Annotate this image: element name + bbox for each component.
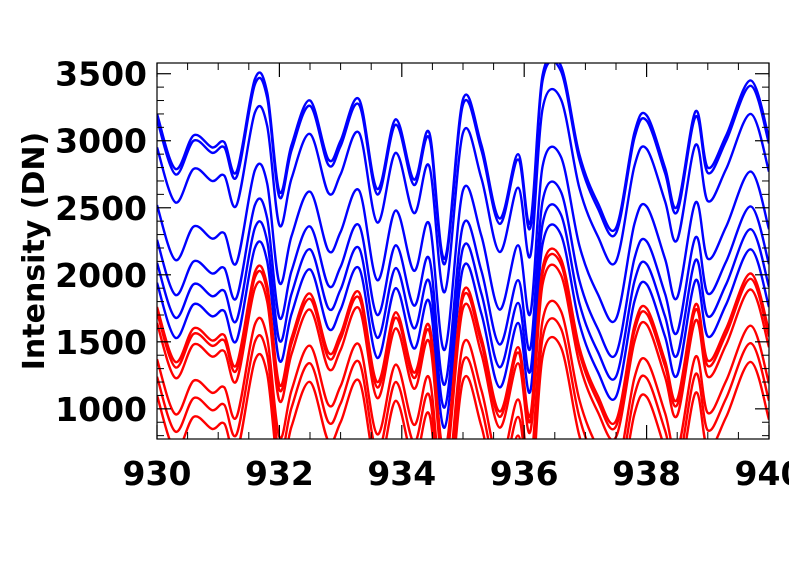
series-line-11 (157, 299, 769, 439)
series-line-5 (157, 180, 769, 386)
y-axis-title: Intensity (DN) (17, 132, 52, 370)
y-tick-label-2000: 2000 (55, 256, 147, 295)
y-tick-label-3500: 3500 (55, 55, 147, 94)
y-tick-label-3000: 3000 (55, 122, 147, 161)
x-tick-label-940: 940 (735, 454, 789, 493)
series-line-2 (157, 63, 769, 266)
series-line-3 (157, 87, 769, 294)
series-line-7 (157, 223, 769, 429)
x-tick-label-938: 938 (612, 454, 681, 493)
x-tick-label-932: 932 (245, 454, 314, 493)
series-line-10 (157, 263, 769, 439)
series-line-12 (157, 317, 769, 439)
y-tick-label-2500: 2500 (55, 189, 147, 228)
series-line-13 (157, 335, 769, 439)
ticks-layer: 930 932 934 936 938 940 1000 1500 2000 2500 3000 35… (55, 55, 789, 493)
x-tick-label-930: 930 (123, 454, 192, 493)
series-line-6 (157, 203, 769, 409)
y-tick-label-1500: 1500 (55, 323, 147, 362)
x-tick-label-936: 936 (490, 454, 559, 493)
x-tick-label-934: 934 (367, 454, 436, 493)
y-tick-label-1000: 1000 (55, 390, 147, 429)
series-line-4 (157, 145, 769, 352)
series-layer (157, 63, 769, 439)
